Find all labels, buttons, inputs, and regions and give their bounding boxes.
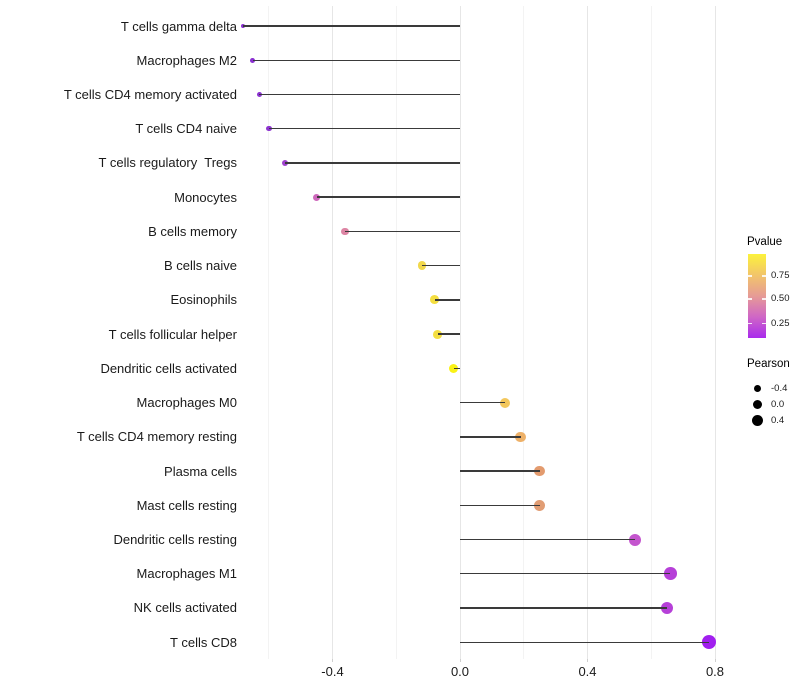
lollipop-dot xyxy=(341,227,350,236)
lollipop-stem xyxy=(421,264,460,267)
y-axis-label: Mast cells resting xyxy=(136,497,237,513)
y-axis-label: T cells CD4 memory resting xyxy=(76,429,237,445)
pvalue-tick-label: 0.50 xyxy=(771,293,790,305)
lollipop-dot xyxy=(629,533,642,546)
lollipop-stem xyxy=(460,607,668,609)
y-axis-label: Macrophages M1 xyxy=(136,566,237,582)
lollipop-stem xyxy=(243,25,460,27)
lollipop-dot xyxy=(701,635,716,650)
lollipop-stem xyxy=(460,401,505,404)
y-axis-label: B cells naive xyxy=(164,258,237,274)
lollipop-stem xyxy=(345,230,460,233)
lollipop-stem xyxy=(268,128,460,130)
y-axis-label: Plasma cells xyxy=(164,463,237,479)
x-tick-label: 0.4 xyxy=(578,664,597,679)
lollipop-stem xyxy=(434,299,460,301)
pearson-legend-label: -0.4 xyxy=(771,382,788,394)
lollipop-stem xyxy=(460,436,521,438)
lollipop-stem xyxy=(460,504,540,506)
pearson-legend-dot xyxy=(752,399,762,409)
lollipop-dot xyxy=(241,23,246,29)
pearson-legend-title: Pearson xyxy=(747,358,790,370)
lollipop-stem xyxy=(460,538,636,541)
pvalue-legend-title: Pvalue xyxy=(747,236,783,248)
pvalue-tick-label: 0.25 xyxy=(771,317,790,329)
lollipop-dot xyxy=(433,329,443,339)
gridline-major xyxy=(459,6,461,659)
y-axis-label: T cells gamma delta xyxy=(120,18,237,34)
lollipop-stem xyxy=(259,93,460,96)
y-axis-label: Eosinophils xyxy=(170,292,238,308)
y-axis-label: T cells CD4 naive xyxy=(135,121,237,137)
pvalue-colorbar-tick xyxy=(748,275,752,277)
lollipop-stem xyxy=(453,367,460,370)
gridline-minor xyxy=(523,6,525,659)
lollipop-stem xyxy=(316,196,460,198)
y-axis-label: Monocytes xyxy=(174,189,237,205)
y-axis-label: Dendritic cells activated xyxy=(100,360,237,376)
pvalue-colorbar-tick xyxy=(762,275,766,277)
pvalue-colorbar-tick xyxy=(762,322,766,324)
x-tick-label: 0.0 xyxy=(450,664,470,679)
lollipop-dot xyxy=(417,261,426,270)
lollipop-stem xyxy=(460,641,709,643)
x-axis-tick xyxy=(587,659,588,662)
lollipop-stem xyxy=(460,470,540,472)
pearson-legend-dot xyxy=(751,414,763,426)
y-axis-label: Macrophages M2 xyxy=(136,52,237,68)
y-axis-label: T cells CD4 memory activated xyxy=(63,86,237,102)
lollipop-dot xyxy=(281,159,288,167)
pvalue-colorbar-tick xyxy=(748,298,752,300)
gridline-major xyxy=(332,6,333,659)
x-tick-label: 0.8 xyxy=(705,664,725,679)
lollipop-stem xyxy=(252,59,460,61)
lollipop-dot xyxy=(499,397,510,408)
y-axis-label: T cells regulatory Tregs xyxy=(98,155,237,171)
lollipop-stem xyxy=(437,333,460,335)
x-axis-tick xyxy=(332,659,333,662)
pearson-legend-label: 0.0 xyxy=(771,398,785,410)
pvalue-colorbar xyxy=(748,254,766,338)
gridline-minor xyxy=(650,6,652,659)
y-axis-label: T cells CD8 xyxy=(170,634,237,650)
lollipop-stem xyxy=(460,573,671,575)
gridline-minor xyxy=(395,6,397,659)
y-axis-label: B cells memory xyxy=(148,223,237,239)
lollipop-dot xyxy=(265,125,272,132)
lollipop-stem xyxy=(284,162,460,164)
pvalue-colorbar-tick xyxy=(748,322,752,324)
pvalue-tick-label: 0.75 xyxy=(771,270,790,282)
y-axis-label: Dendritic cells resting xyxy=(113,532,237,548)
gridline-major xyxy=(587,6,588,659)
lollipop-dot xyxy=(256,91,262,98)
y-axis-label: T cells follicular helper xyxy=(108,326,237,342)
pearson-legend-dot xyxy=(753,384,761,392)
y-axis-label: NK cells activated xyxy=(133,600,237,616)
x-axis-tick xyxy=(459,659,461,662)
x-axis-tick xyxy=(714,659,716,662)
pearson-legend-label: 0.4 xyxy=(771,414,785,426)
lollipop-dot xyxy=(250,57,256,63)
lollipop-dot xyxy=(430,295,439,305)
y-axis-label: Macrophages M0 xyxy=(136,395,237,411)
gridline-major xyxy=(714,6,716,659)
x-tick-label: -0.4 xyxy=(321,664,344,679)
pvalue-colorbar-tick xyxy=(762,298,766,300)
gridline-minor xyxy=(268,6,270,659)
